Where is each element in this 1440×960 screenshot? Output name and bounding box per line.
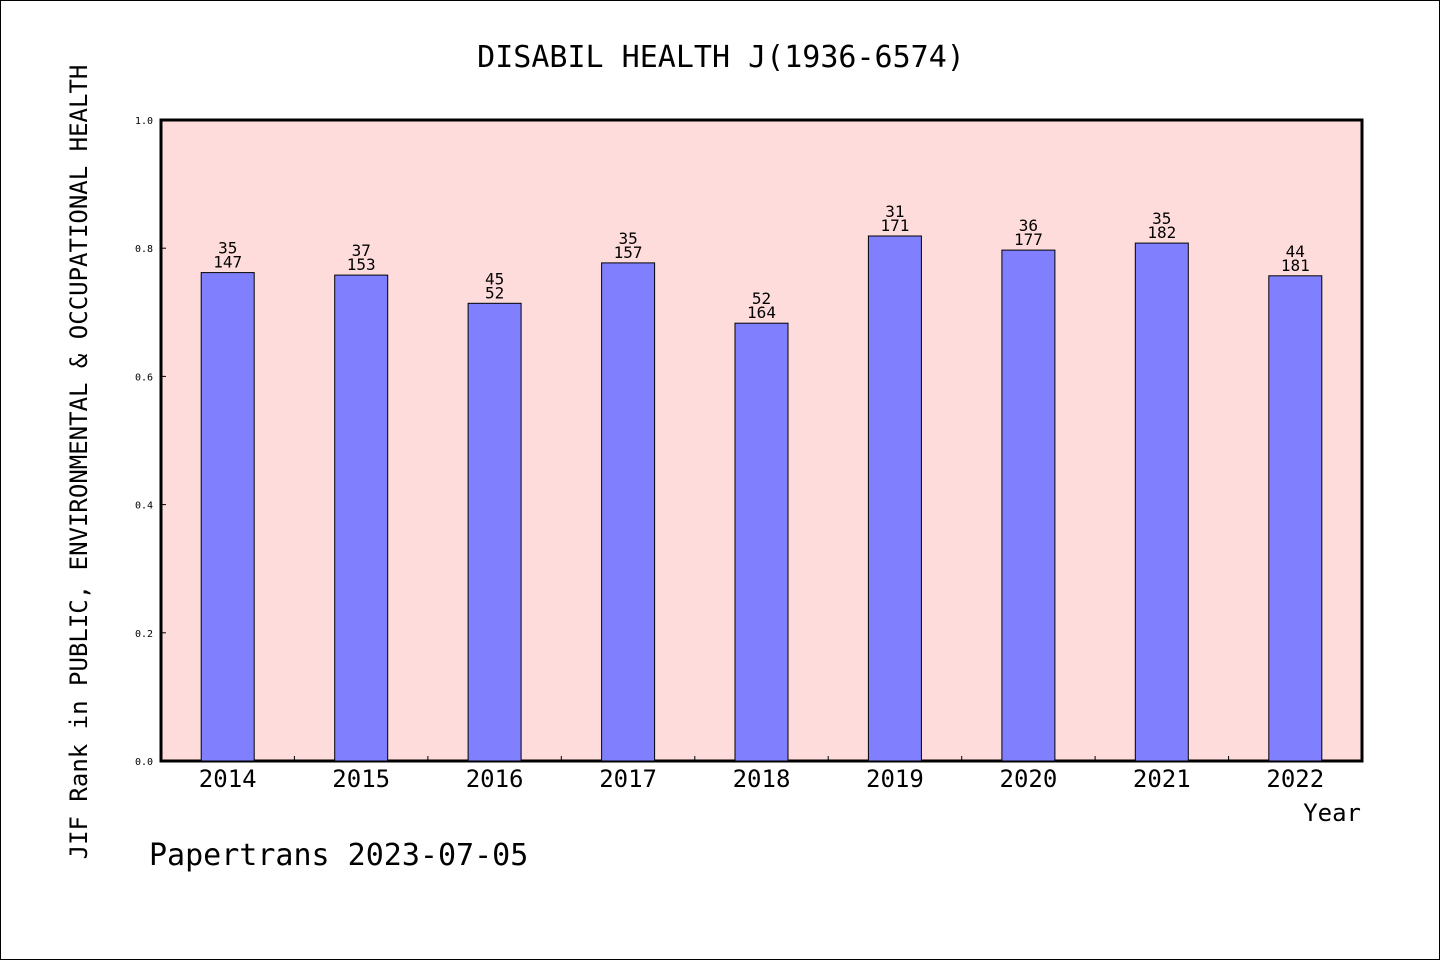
y-tick-label: 0.2: [135, 629, 153, 640]
data-label-top-2017: 35: [618, 229, 637, 248]
x-tick-label-2015: 2015: [332, 765, 390, 793]
y-tick-label: 0.0: [135, 757, 153, 768]
data-label-top-2022: 44: [1286, 242, 1305, 261]
data-label-bottom-2017: 157: [614, 243, 643, 262]
bar-2019: [867, 235, 922, 762]
x-tick-label-2016: 2016: [466, 765, 524, 793]
y-tick-label: 1.0: [135, 116, 153, 127]
x-tick-label-2021: 2021: [1133, 765, 1191, 793]
x-tick-label-2019: 2019: [866, 765, 924, 793]
data-label-bottom-2020: 177: [1014, 230, 1043, 249]
x-tick-label-2020: 2020: [1000, 765, 1058, 793]
x-tick-label-2014: 2014: [199, 765, 257, 793]
data-label-bottom-2014: 147: [213, 253, 242, 272]
x-tick-label-2018: 2018: [733, 765, 791, 793]
bar-2016: [467, 302, 522, 762]
bar-2018: [734, 322, 789, 762]
data-label-bottom-2022: 181: [1281, 256, 1310, 275]
data-label-top-2018: 52: [752, 289, 771, 308]
x-tick-label-2022: 2022: [1266, 765, 1324, 793]
bar-2015: [334, 274, 389, 762]
data-label-top-2014: 35: [218, 239, 237, 258]
data-label-bottom-2016: 52: [485, 283, 504, 302]
bar-2017: [601, 262, 656, 762]
data-label-top-2016: 45: [485, 269, 504, 288]
data-label-top-2021: 35: [1152, 209, 1171, 228]
data-label-bottom-2015: 153: [347, 255, 376, 274]
y-tick-label: 0.6: [135, 372, 153, 383]
y-tick-label: 0.4: [135, 501, 153, 512]
bar-2014: [200, 272, 255, 762]
data-label-top-2019: 31: [885, 202, 904, 221]
x-tick-label-2017: 2017: [599, 765, 657, 793]
data-label-top-2015: 37: [352, 241, 371, 260]
bar-2022: [1268, 275, 1323, 762]
y-tick-label: 0.8: [135, 244, 153, 255]
y-axis-label: JIF Rank in PUBLIC, ENVIRONMENTAL & OCCU…: [65, 65, 93, 860]
bar-2020: [1001, 249, 1056, 762]
data-label-top-2020: 36: [1019, 216, 1038, 235]
y-ticks-layer: 0.0 0.2 0.4 0.6 0.8 1.0: [135, 116, 166, 768]
x-axis-label: Year: [1303, 799, 1361, 827]
data-label-bottom-2019: 171: [880, 216, 909, 235]
bar-2021: [1134, 242, 1189, 762]
chart-title: DISABIL HEALTH J(1936-6574): [477, 40, 965, 75]
data-label-bottom-2021: 182: [1147, 223, 1176, 242]
x-ticks-layer: 2014 2015 2016 2017 2018 2019 2020 2021 2022: [199, 756, 1324, 793]
data-label-bottom-2018: 164: [747, 303, 776, 322]
footer-credit: Papertrans 2023-07-05: [149, 838, 528, 873]
